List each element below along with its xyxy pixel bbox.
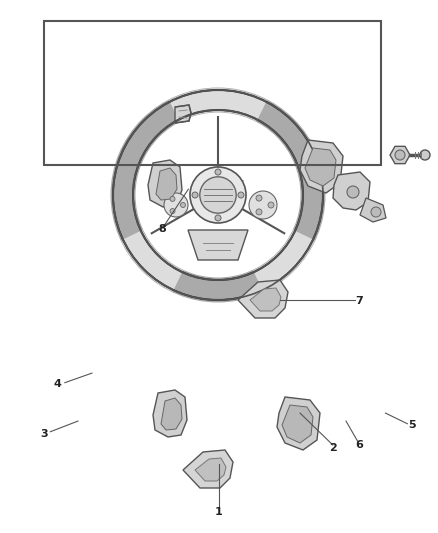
Circle shape bbox=[215, 215, 221, 221]
Polygon shape bbox=[183, 450, 233, 488]
Text: 2: 2 bbox=[329, 443, 337, 453]
Circle shape bbox=[371, 207, 381, 217]
Circle shape bbox=[347, 186, 359, 198]
Polygon shape bbox=[161, 398, 182, 430]
Circle shape bbox=[268, 202, 274, 208]
Text: 1: 1 bbox=[215, 507, 223, 516]
Text: 3: 3 bbox=[40, 430, 48, 439]
Polygon shape bbox=[195, 458, 226, 481]
Circle shape bbox=[238, 192, 244, 198]
Polygon shape bbox=[156, 168, 177, 200]
Circle shape bbox=[256, 209, 262, 215]
Polygon shape bbox=[360, 198, 386, 222]
Text: 5: 5 bbox=[408, 421, 416, 430]
Circle shape bbox=[215, 169, 221, 175]
Circle shape bbox=[170, 208, 175, 214]
Text: 4: 4 bbox=[53, 379, 61, 389]
Bar bbox=[44, 21, 381, 165]
Circle shape bbox=[256, 195, 262, 201]
Circle shape bbox=[170, 197, 175, 201]
Polygon shape bbox=[300, 140, 343, 193]
Polygon shape bbox=[305, 148, 336, 186]
Text: 8: 8 bbox=[158, 224, 166, 234]
Polygon shape bbox=[153, 390, 187, 437]
Polygon shape bbox=[390, 147, 410, 164]
Polygon shape bbox=[333, 172, 370, 210]
Polygon shape bbox=[250, 288, 281, 311]
Circle shape bbox=[192, 192, 198, 198]
Polygon shape bbox=[175, 105, 191, 123]
Text: 6: 6 bbox=[355, 440, 363, 450]
Polygon shape bbox=[148, 160, 182, 207]
Polygon shape bbox=[277, 397, 320, 450]
Circle shape bbox=[164, 193, 188, 217]
Polygon shape bbox=[282, 405, 313, 443]
Text: 7: 7 bbox=[355, 296, 363, 306]
Circle shape bbox=[190, 167, 246, 223]
Circle shape bbox=[180, 203, 186, 207]
Circle shape bbox=[200, 177, 236, 213]
Circle shape bbox=[249, 191, 277, 219]
Circle shape bbox=[395, 150, 405, 160]
Circle shape bbox=[420, 150, 430, 160]
Polygon shape bbox=[188, 230, 248, 260]
Polygon shape bbox=[238, 280, 288, 318]
